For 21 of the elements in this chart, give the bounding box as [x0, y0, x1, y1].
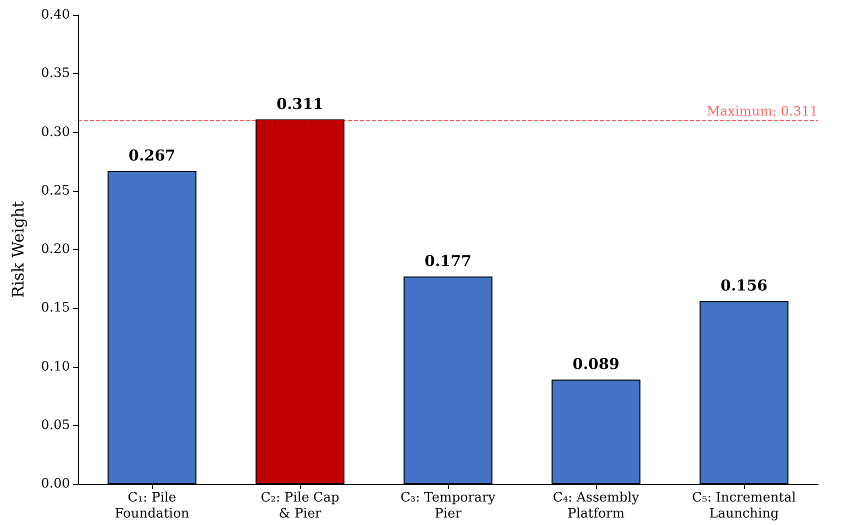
- data-label: 0.156: [720, 276, 768, 295]
- y-tick-label: 0.40: [41, 8, 70, 22]
- data-label: 0.267: [128, 146, 176, 164]
- x-tick-label: C₃: Temporary Pier: [400, 490, 496, 522]
- y-tick-label: 0.05: [41, 418, 70, 433]
- x-tick-label: C₄: Assembly Platform: [552, 490, 640, 522]
- x-tick-label: C₁: Pile Foundation: [114, 490, 190, 522]
- y-tick-label: 0.25: [41, 183, 70, 198]
- ref-line-label: Maximum: 0.311: [706, 104, 818, 120]
- y-tick-label: 0.35: [41, 66, 70, 82]
- data-label: 0.089: [572, 355, 620, 374]
- y-tick-label: 0.30: [41, 124, 70, 140]
- x-tick-label: C₂: Pile Cap & Pier: [260, 490, 340, 522]
- y-tick-label: 0.00: [41, 476, 70, 492]
- data-label: 0.177: [424, 252, 472, 270]
- y-tick-label: 0.15: [41, 300, 70, 316]
- y-tick-label: 0.20: [41, 242, 70, 257]
- y-axis-title: Risk Weight: [8, 200, 28, 298]
- x-tick-label: C₅: Incremental Launching: [692, 490, 796, 522]
- y-tick-label: 0.10: [41, 359, 70, 374]
- data-label: 0.311: [276, 94, 324, 113]
